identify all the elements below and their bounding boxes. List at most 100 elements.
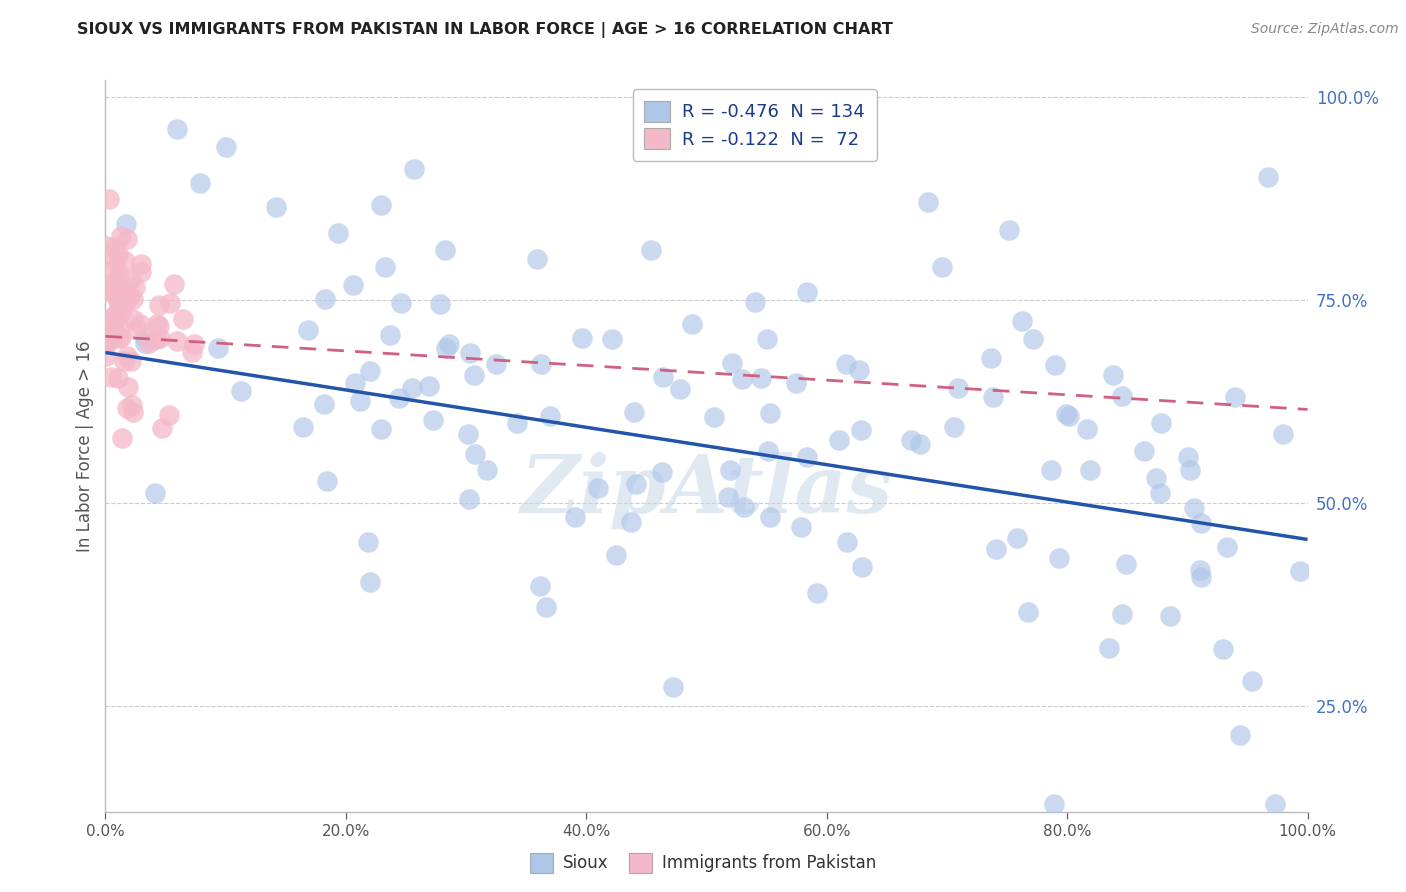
Point (148, 331, 170, 345)
Point (96, 285, 118, 299)
Point (101, 262, 124, 277)
Point (530, 357, 553, 371)
Point (1240, 673, 1263, 688)
Point (374, 260, 396, 275)
Point (758, 509, 780, 524)
Point (401, 381, 423, 395)
Point (105, 273, 128, 287)
Point (121, 398, 143, 412)
Point (733, 500, 755, 514)
Point (661, 681, 683, 695)
Point (1150, 416, 1173, 430)
Point (110, 330, 132, 344)
Point (120, 271, 142, 285)
Point (600, 333, 623, 347)
Legend: Sioux, Immigrants from Pakistan: Sioux, Immigrants from Pakistan (523, 847, 883, 880)
Point (1229, 729, 1251, 743)
Point (717, 490, 740, 504)
Point (506, 416, 529, 430)
Point (117, 349, 139, 363)
Point (152, 421, 174, 435)
Point (1149, 485, 1171, 500)
Point (652, 370, 675, 384)
Point (110, 228, 132, 243)
Point (1043, 797, 1066, 811)
Point (429, 296, 451, 310)
Point (103, 312, 125, 326)
Point (359, 364, 381, 378)
Point (114, 253, 136, 268)
Point (983, 390, 1005, 404)
Point (910, 436, 932, 450)
Text: Source: ZipAtlas.com: Source: ZipAtlas.com (1251, 22, 1399, 37)
Point (668, 382, 690, 396)
Point (105, 280, 128, 294)
Point (1223, 390, 1246, 404)
Point (357, 534, 380, 549)
Point (100, 370, 122, 384)
Point (402, 162, 425, 177)
Point (101, 318, 124, 332)
Point (349, 394, 371, 409)
Point (378, 327, 401, 342)
Point (115, 401, 138, 415)
Point (96, 322, 118, 336)
Point (437, 337, 460, 351)
Point (620, 516, 643, 530)
Point (316, 474, 339, 488)
Point (229, 384, 252, 399)
Point (115, 292, 138, 306)
Point (326, 226, 349, 240)
Point (756, 444, 779, 458)
Point (370, 198, 392, 212)
Point (1272, 426, 1295, 441)
Point (721, 356, 744, 370)
Point (391, 296, 413, 310)
Point (359, 574, 381, 589)
Point (180, 345, 202, 359)
Point (134, 336, 156, 351)
Point (526, 252, 548, 266)
Point (731, 372, 754, 386)
Point (312, 397, 335, 411)
Point (998, 223, 1021, 237)
Point (343, 376, 366, 391)
Point (681, 317, 703, 331)
Point (1257, 169, 1279, 184)
Point (215, 139, 238, 153)
Point (475, 462, 498, 476)
Point (624, 477, 647, 491)
Text: SIOUX VS IMMIGRANTS FROM PAKISTAN IN LABOR FORCE | AGE > 16 CORRELATION CHART: SIOUX VS IMMIGRANTS FROM PAKISTAN IN LAB… (77, 22, 893, 38)
Point (121, 292, 143, 306)
Point (159, 296, 181, 310)
Point (297, 322, 319, 336)
Point (749, 371, 772, 385)
Point (121, 312, 143, 326)
Point (264, 200, 287, 214)
Point (111, 431, 134, 445)
Text: ZipAtlas: ZipAtlas (520, 451, 893, 529)
Point (1189, 563, 1212, 577)
Point (114, 295, 136, 310)
Point (387, 391, 409, 405)
Point (107, 246, 129, 260)
Legend: R = -0.476  N = 134, R = -0.122  N =  72: R = -0.476 N = 134, R = -0.122 N = 72 (633, 89, 877, 161)
Point (943, 420, 966, 434)
Point (163, 277, 186, 292)
Point (207, 341, 229, 355)
Point (100, 279, 122, 293)
Point (94, 349, 117, 363)
Point (110, 306, 132, 320)
Point (138, 335, 160, 350)
Point (796, 450, 818, 464)
Point (129, 318, 152, 332)
Point (129, 257, 152, 271)
Point (1178, 462, 1201, 476)
Point (110, 301, 132, 316)
Point (1216, 541, 1239, 555)
Point (117, 232, 139, 246)
Point (108, 268, 131, 282)
Point (758, 406, 780, 420)
Point (1098, 640, 1121, 655)
Point (1111, 607, 1133, 621)
